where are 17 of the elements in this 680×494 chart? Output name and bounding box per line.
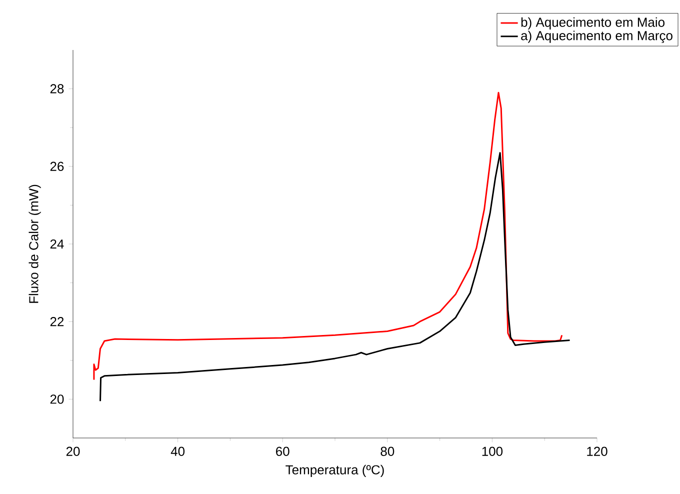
y-tick-label: 26: [50, 162, 64, 171]
y-tick-label: 24: [50, 239, 64, 249]
line-series: [100, 152, 570, 402]
x-tick-label: 60: [276, 446, 290, 456]
y-axis-title: Fluxo de Calor (mW): [28, 184, 41, 303]
y-tick-label: 20: [50, 394, 64, 404]
x-tick-label: 100: [482, 446, 503, 456]
line-series: [93, 92, 563, 381]
x-tick-label: 40: [170, 446, 185, 456]
x-axis-title: Temperatura (ºC): [286, 464, 384, 477]
y-tick-label: 28: [50, 84, 64, 94]
x-tick-label: 120: [587, 446, 608, 456]
x-tick-label: 20: [66, 446, 80, 456]
legend-label: a) Aquecimento em Março: [521, 30, 672, 43]
legend-label: b) Aquecimento em Maio: [521, 17, 664, 30]
x-tick-label: 80: [380, 446, 394, 456]
y-tick-label: 22: [50, 317, 64, 326]
